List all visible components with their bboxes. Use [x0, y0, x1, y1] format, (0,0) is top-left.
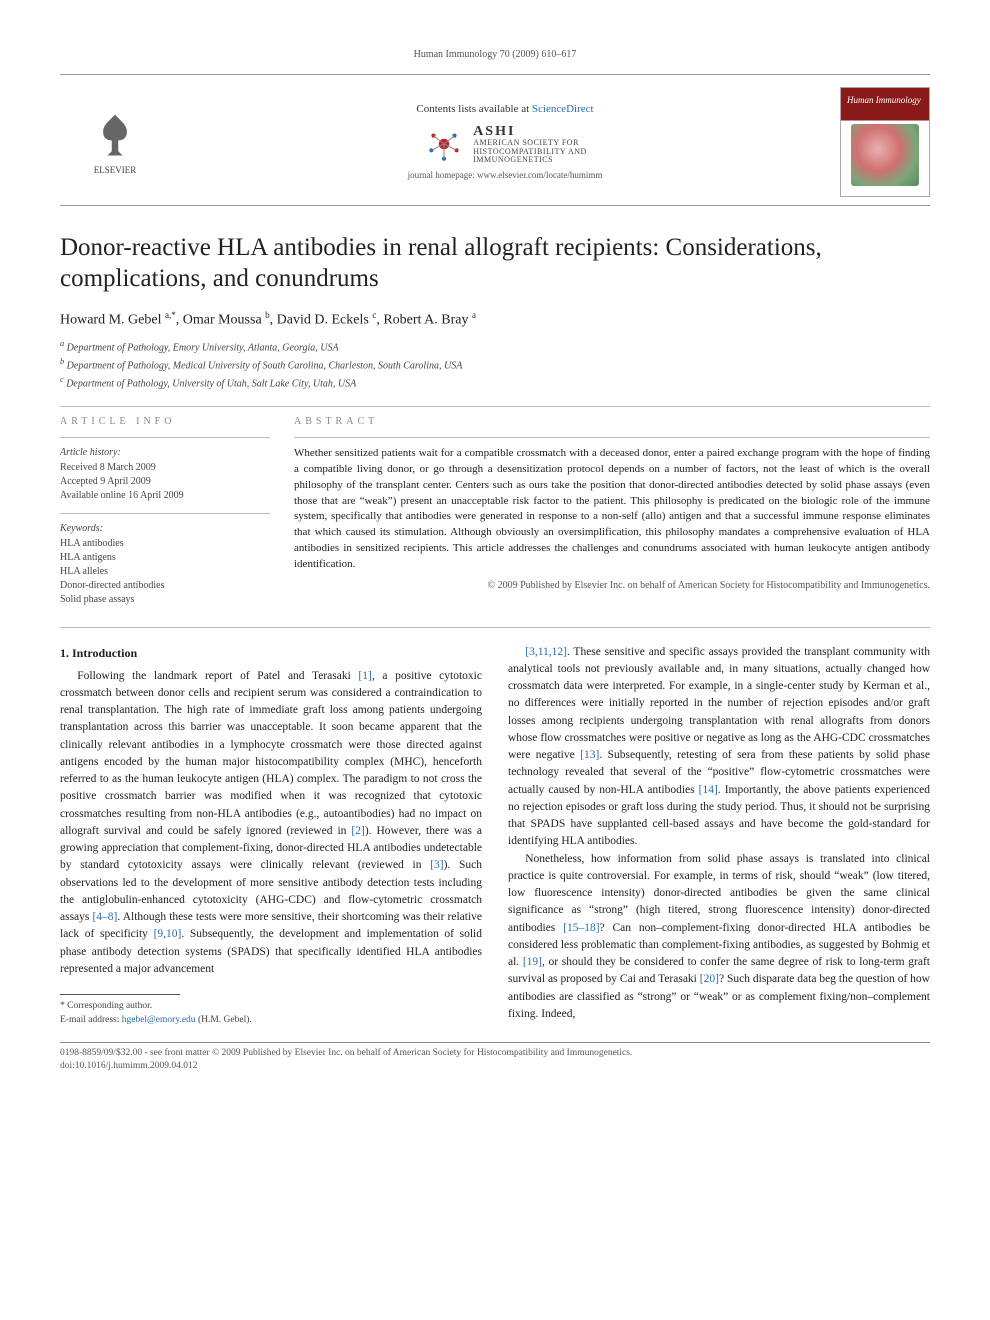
abstract-column: ABSTRACT Whether sensitized patients wai…	[294, 415, 930, 617]
kw-4: Solid phase assays	[60, 593, 270, 607]
abstract-text: Whether sensitized patients wait for a c…	[294, 446, 930, 574]
para-3: Nonetheless, how information from solid …	[508, 851, 930, 1024]
footer-line-1: 0198-8859/09/$32.00 - see front matter ©…	[60, 1047, 930, 1060]
affiliations: a Department of Pathology, Emory Univers…	[60, 338, 930, 392]
email-who: (H.M. Gebel).	[196, 1015, 252, 1025]
section-1-heading: 1. Introduction	[60, 644, 482, 662]
info-abstract-row: ARTICLE INFO Article history: Received 8…	[60, 406, 930, 628]
history-accepted: Accepted 9 April 2009	[60, 475, 270, 489]
para-1: Following the landmark report of Patel a…	[60, 668, 482, 979]
publisher-logo-block: ELSEVIER	[60, 108, 170, 177]
footnotes: * Corresponding author. E-mail address: …	[60, 999, 482, 1028]
article-info-heading: ARTICLE INFO	[60, 415, 270, 429]
abstract-heading: ABSTRACT	[294, 415, 930, 429]
affil-b: b Department of Pathology, Medical Unive…	[60, 356, 930, 373]
journal-homepage: journal homepage: www.elsevier.com/locat…	[182, 169, 828, 182]
keywords-heading: Keywords:	[60, 522, 270, 536]
email-label: E-mail address:	[60, 1015, 122, 1025]
kw-3: Donor-directed antibodies	[60, 579, 270, 593]
society-text: ASHI AMERICAN SOCIETY FOR HISTOCOMPATIBI…	[473, 124, 587, 166]
journal-cover-thumb: Human Immunology	[840, 87, 930, 197]
corresponding-email-link[interactable]: hgebel@emory.edu	[122, 1015, 196, 1025]
kw-1: HLA antigens	[60, 551, 270, 565]
running-header: Human Immunology 70 (2009) 610–617	[60, 48, 930, 62]
affil-c: c Department of Pathology, University of…	[60, 374, 930, 391]
society-line-3: IMMUNOGENETICS	[473, 156, 587, 165]
society-abbrev: ASHI	[473, 124, 587, 139]
author-list: Howard M. Gebel a,*, Omar Moussa b, Davi…	[60, 309, 930, 330]
page-footer: 0198-8859/09/$32.00 - see front matter ©…	[60, 1042, 930, 1074]
cover-image	[851, 124, 919, 186]
history-online: Available online 16 April 2009	[60, 489, 270, 503]
ashi-logo-icon	[423, 123, 465, 165]
publisher-name: ELSEVIER	[94, 164, 137, 177]
elsevier-tree-icon	[88, 108, 142, 162]
sciencedirect-link[interactable]: ScienceDirect	[532, 103, 594, 115]
cover-title: Human Immunology	[847, 94, 923, 107]
article-title: Donor-reactive HLA antibodies in renal a…	[60, 232, 930, 295]
masthead: ELSEVIER Contents lists available at Sci…	[60, 81, 930, 206]
article-info-column: ARTICLE INFO Article history: Received 8…	[60, 415, 270, 617]
abstract-copyright: © 2009 Published by Elsevier Inc. on beh…	[294, 579, 930, 593]
history-received: Received 8 March 2009	[60, 461, 270, 475]
corresponding-author: * Corresponding author.	[60, 999, 482, 1013]
history-heading: Article history:	[60, 446, 270, 460]
body-columns: 1. Introduction Following the landmark r…	[60, 644, 930, 1028]
kw-2: HLA alleles	[60, 565, 270, 579]
para-2: [3,11,12]. These sensitive and specific …	[508, 644, 930, 851]
footnote-rule	[60, 994, 180, 995]
masthead-center: Contents lists available at ScienceDirec…	[182, 102, 828, 182]
top-rule	[60, 74, 930, 75]
affil-a: a Department of Pathology, Emory Univers…	[60, 338, 930, 355]
contents-prefix: Contents lists available at	[416, 103, 531, 115]
footer-doi: doi:10.1016/j.humimm.2009.04.012	[60, 1060, 930, 1073]
kw-0: HLA antibodies	[60, 537, 270, 551]
